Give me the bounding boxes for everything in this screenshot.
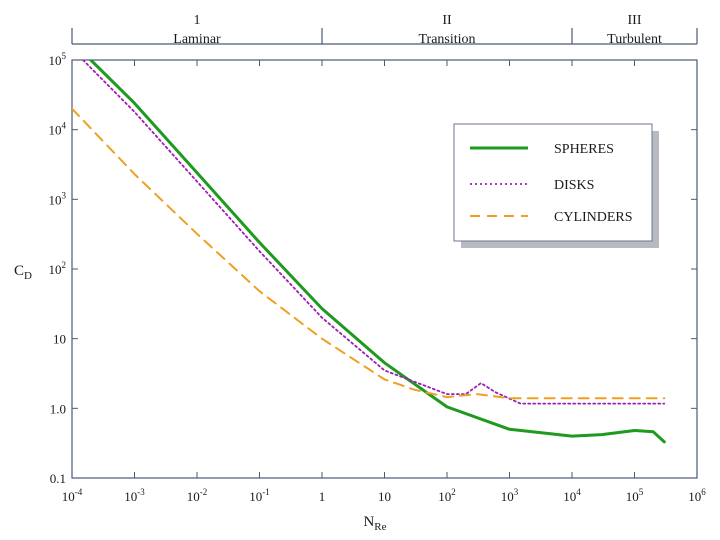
region-header: 1 Laminar II Transition III Turbulent [71, 13, 698, 47]
legend-label-spheres: SPHERES [554, 142, 614, 157]
y-tick-label: 1.0 [50, 401, 66, 416]
legend-box [453, 123, 653, 242]
x-tick-label: 10-4 [62, 487, 83, 504]
y-tick-label: 103 [49, 190, 67, 207]
x-axis-title: NRe [363, 514, 386, 533]
x-tick-label: 104 [563, 487, 581, 504]
legend-label-disks: DISKS [554, 178, 594, 193]
x-tick-label: 10-2 [187, 487, 208, 504]
plot-frame [71, 59, 698, 479]
legend: SPHERES DISKS CYLINDERS [453, 123, 659, 248]
region-number: III [628, 13, 642, 28]
y-axis-title: CD [14, 263, 32, 282]
series-line-cylinders [72, 107, 666, 400]
region-name: Transition [418, 32, 475, 47]
x-tick-label: 106 [688, 487, 706, 504]
x-tick-label: 10-3 [124, 487, 145, 504]
series-layer [72, 60, 666, 444]
y-tick-label: 10 [53, 332, 66, 347]
region-name: Laminar [173, 32, 221, 47]
x-tick-label: 10 [378, 489, 391, 504]
region-name: Turbulent [607, 32, 662, 47]
legend-label-cylinders: CYLINDERS [554, 210, 633, 225]
y-tick-label: 0.1 [50, 471, 66, 486]
x-tick-label: 1 [319, 489, 326, 504]
axis-ticks: 10-4 10-3 10-2 10-1 1 10 102 103 104 105 106 105 104… [49, 51, 707, 504]
x-tick-label: 102 [438, 487, 456, 504]
x-tick-label: 103 [501, 487, 519, 504]
x-tick-label: 105 [626, 487, 644, 504]
y-tick-label: 102 [49, 260, 67, 277]
region-number: 1 [194, 13, 201, 28]
y-tick-label: 105 [49, 51, 67, 68]
series-line-spheres [89, 60, 666, 444]
x-tick-label: 10-1 [249, 487, 270, 504]
region-number: II [442, 13, 452, 28]
series-line-disks [82, 60, 666, 405]
legend-items: SPHERES DISKS CYLINDERS [470, 142, 633, 225]
y-tick-label: 104 [49, 121, 67, 138]
